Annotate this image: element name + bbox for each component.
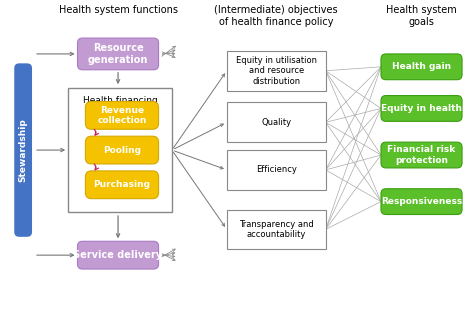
Text: Stewardship: Stewardship	[18, 118, 27, 182]
Text: Equity in health: Equity in health	[381, 104, 462, 113]
FancyBboxPatch shape	[78, 241, 159, 269]
Text: Health financing
system: Health financing system	[82, 96, 157, 115]
Text: Resource
generation: Resource generation	[88, 43, 148, 65]
Text: Quality: Quality	[261, 118, 291, 127]
Text: Transparency and
accountability: Transparency and accountability	[239, 220, 314, 239]
FancyBboxPatch shape	[381, 96, 462, 121]
Text: Health system functions: Health system functions	[58, 5, 178, 15]
Text: Health system
goals: Health system goals	[386, 5, 457, 27]
Bar	[227, 150, 326, 190]
FancyBboxPatch shape	[381, 54, 462, 80]
Text: Service delivery: Service delivery	[73, 250, 163, 260]
FancyBboxPatch shape	[85, 101, 159, 129]
FancyBboxPatch shape	[381, 189, 462, 215]
Text: Efficiency: Efficiency	[256, 165, 297, 174]
Bar	[68, 88, 172, 212]
Text: Equity in utilisation
and resource
distribution: Equity in utilisation and resource distr…	[236, 56, 317, 86]
Bar	[227, 102, 326, 142]
FancyBboxPatch shape	[14, 63, 32, 237]
Bar	[227, 51, 326, 91]
Text: Purchasing: Purchasing	[93, 180, 150, 189]
Text: Responsiveness: Responsiveness	[381, 197, 462, 206]
FancyBboxPatch shape	[381, 142, 462, 168]
Text: Pooling: Pooling	[103, 146, 141, 155]
Text: Revenue
collection: Revenue collection	[97, 106, 146, 125]
FancyBboxPatch shape	[78, 38, 159, 70]
Text: Health gain: Health gain	[392, 62, 451, 71]
FancyBboxPatch shape	[85, 136, 159, 164]
FancyBboxPatch shape	[85, 171, 159, 199]
Text: Financial risk
protection: Financial risk protection	[387, 145, 456, 165]
Bar	[227, 210, 326, 249]
Text: (Intermediate) objectives
of health finance policy: (Intermediate) objectives of health fina…	[214, 5, 338, 27]
